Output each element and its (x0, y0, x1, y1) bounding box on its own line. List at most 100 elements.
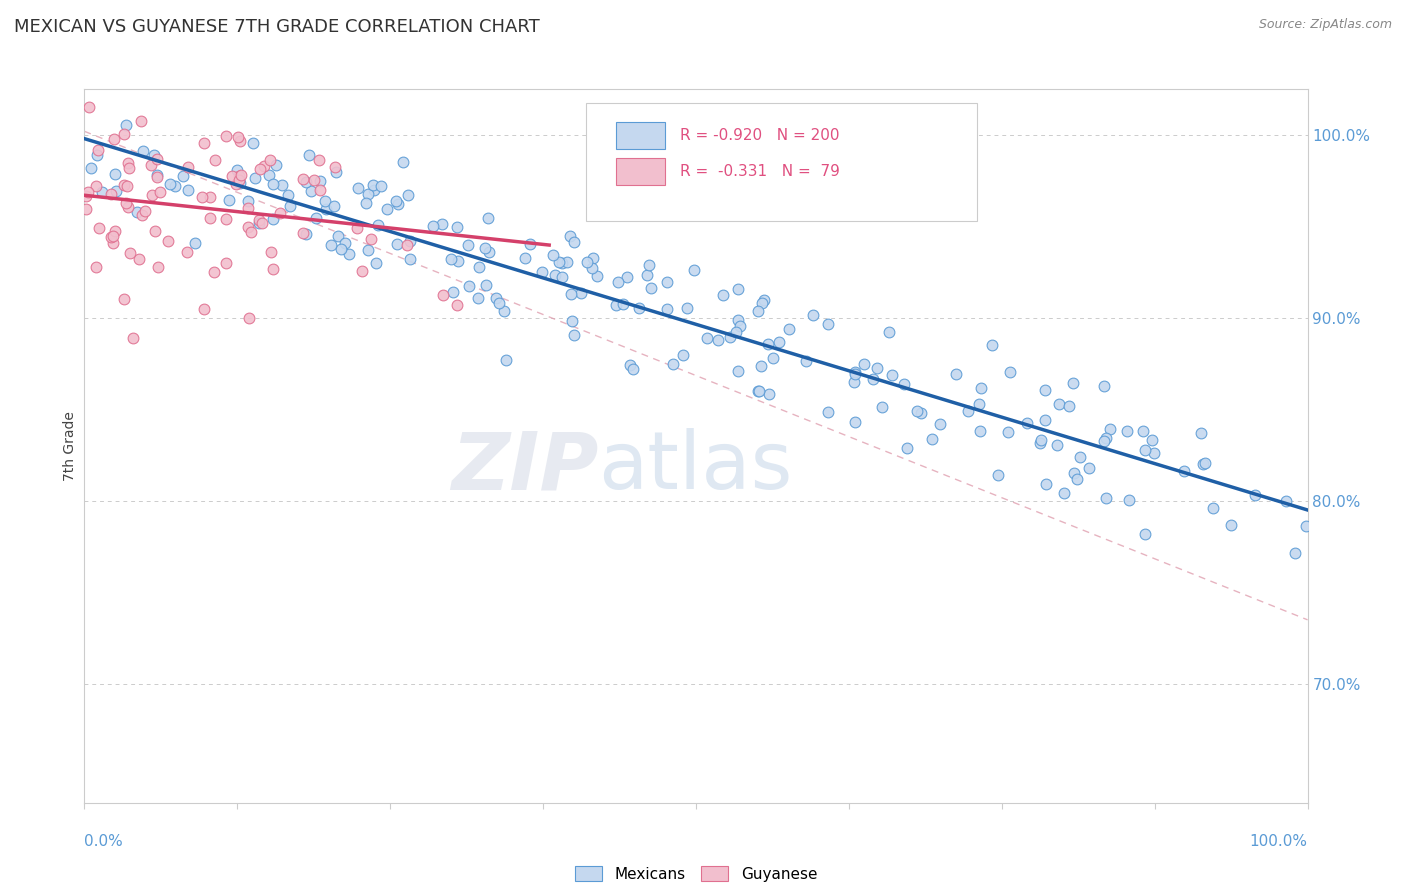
Point (75, 202, 97, 216)
Point (243, 171, 266, 186)
Point (141, 188, 163, 202)
Point (1192, 458, 1215, 472)
Point (247, 216, 270, 230)
Point (998, 365, 1021, 379)
Point (967, 397, 990, 411)
Point (141, 158, 163, 172)
Point (266, 158, 288, 172)
Point (228, 169, 250, 183)
Point (910, 406, 932, 420)
Point (1063, 466, 1085, 480)
Point (474, 278, 496, 293)
Point (844, 368, 866, 382)
Point (485, 291, 508, 305)
Point (1095, 491, 1118, 505)
Point (367, 218, 389, 232)
Point (905, 403, 928, 417)
Point (80, 161, 103, 175)
Point (945, 367, 967, 381)
Point (346, 181, 368, 195)
Point (432, 288, 454, 302)
Point (117, 179, 139, 194)
Point (238, 310, 260, 325)
Point (172, 169, 194, 184)
Point (396, 188, 419, 202)
Point (544, 268, 567, 282)
Point (117, 156, 139, 170)
Point (606, 275, 628, 289)
Point (724, 325, 747, 339)
Point (387, 197, 409, 211)
Point (146, 169, 169, 183)
Point (295, 227, 318, 242)
Point (218, 194, 240, 208)
Point (1015, 416, 1038, 430)
Point (494, 303, 516, 318)
Point (778, 322, 800, 336)
Point (727, 313, 749, 327)
Point (253, 159, 276, 173)
Point (118, 161, 141, 175)
Text: 0.0%: 0.0% (84, 834, 124, 849)
Point (361, 178, 384, 192)
Point (1173, 464, 1195, 478)
Point (727, 282, 749, 296)
Point (862, 372, 884, 386)
Point (447, 254, 470, 268)
Point (866, 360, 889, 375)
Point (352, 264, 374, 278)
Point (104, 168, 127, 182)
Point (204, 153, 226, 167)
Point (605, 298, 627, 312)
Legend: Mexicans, Guyanese: Mexicans, Guyanese (568, 860, 824, 888)
Point (100, 186, 122, 201)
Point (112, 128, 135, 142)
Point (997, 425, 1019, 439)
Point (551, 256, 574, 270)
Text: 100.0%: 100.0% (1250, 834, 1308, 849)
Point (530, 265, 553, 279)
Point (1284, 546, 1306, 560)
Point (238, 194, 260, 209)
Point (157, 234, 180, 248)
Point (396, 238, 419, 252)
Point (193, 136, 215, 150)
Point (672, 348, 695, 362)
Point (747, 303, 769, 318)
Point (896, 441, 918, 455)
Point (131, 114, 153, 128)
Point (357, 187, 380, 202)
Point (1189, 426, 1212, 441)
Point (882, 368, 904, 383)
Point (1115, 424, 1137, 438)
Point (1244, 488, 1267, 502)
Point (657, 302, 679, 317)
Point (143, 148, 166, 162)
Point (191, 190, 214, 204)
Point (225, 162, 247, 177)
Point (1052, 486, 1074, 500)
Point (101, 236, 124, 251)
Point (240, 226, 263, 240)
Point (728, 318, 751, 333)
Point (364, 256, 387, 270)
Point (1035, 477, 1057, 491)
Point (468, 260, 491, 274)
Point (1143, 445, 1166, 459)
Point (1031, 433, 1053, 447)
Y-axis label: 7th Grade: 7th Grade (63, 411, 77, 481)
Point (314, 194, 336, 209)
Point (551, 269, 574, 284)
Point (76, 186, 98, 200)
Point (398, 234, 420, 248)
Point (762, 351, 785, 365)
Point (149, 185, 172, 199)
Point (309, 174, 332, 188)
Point (627, 301, 650, 316)
Point (1069, 450, 1091, 465)
Point (488, 295, 510, 310)
Point (112, 292, 135, 306)
Point (1201, 501, 1223, 516)
Point (105, 184, 128, 198)
Point (326, 228, 349, 243)
